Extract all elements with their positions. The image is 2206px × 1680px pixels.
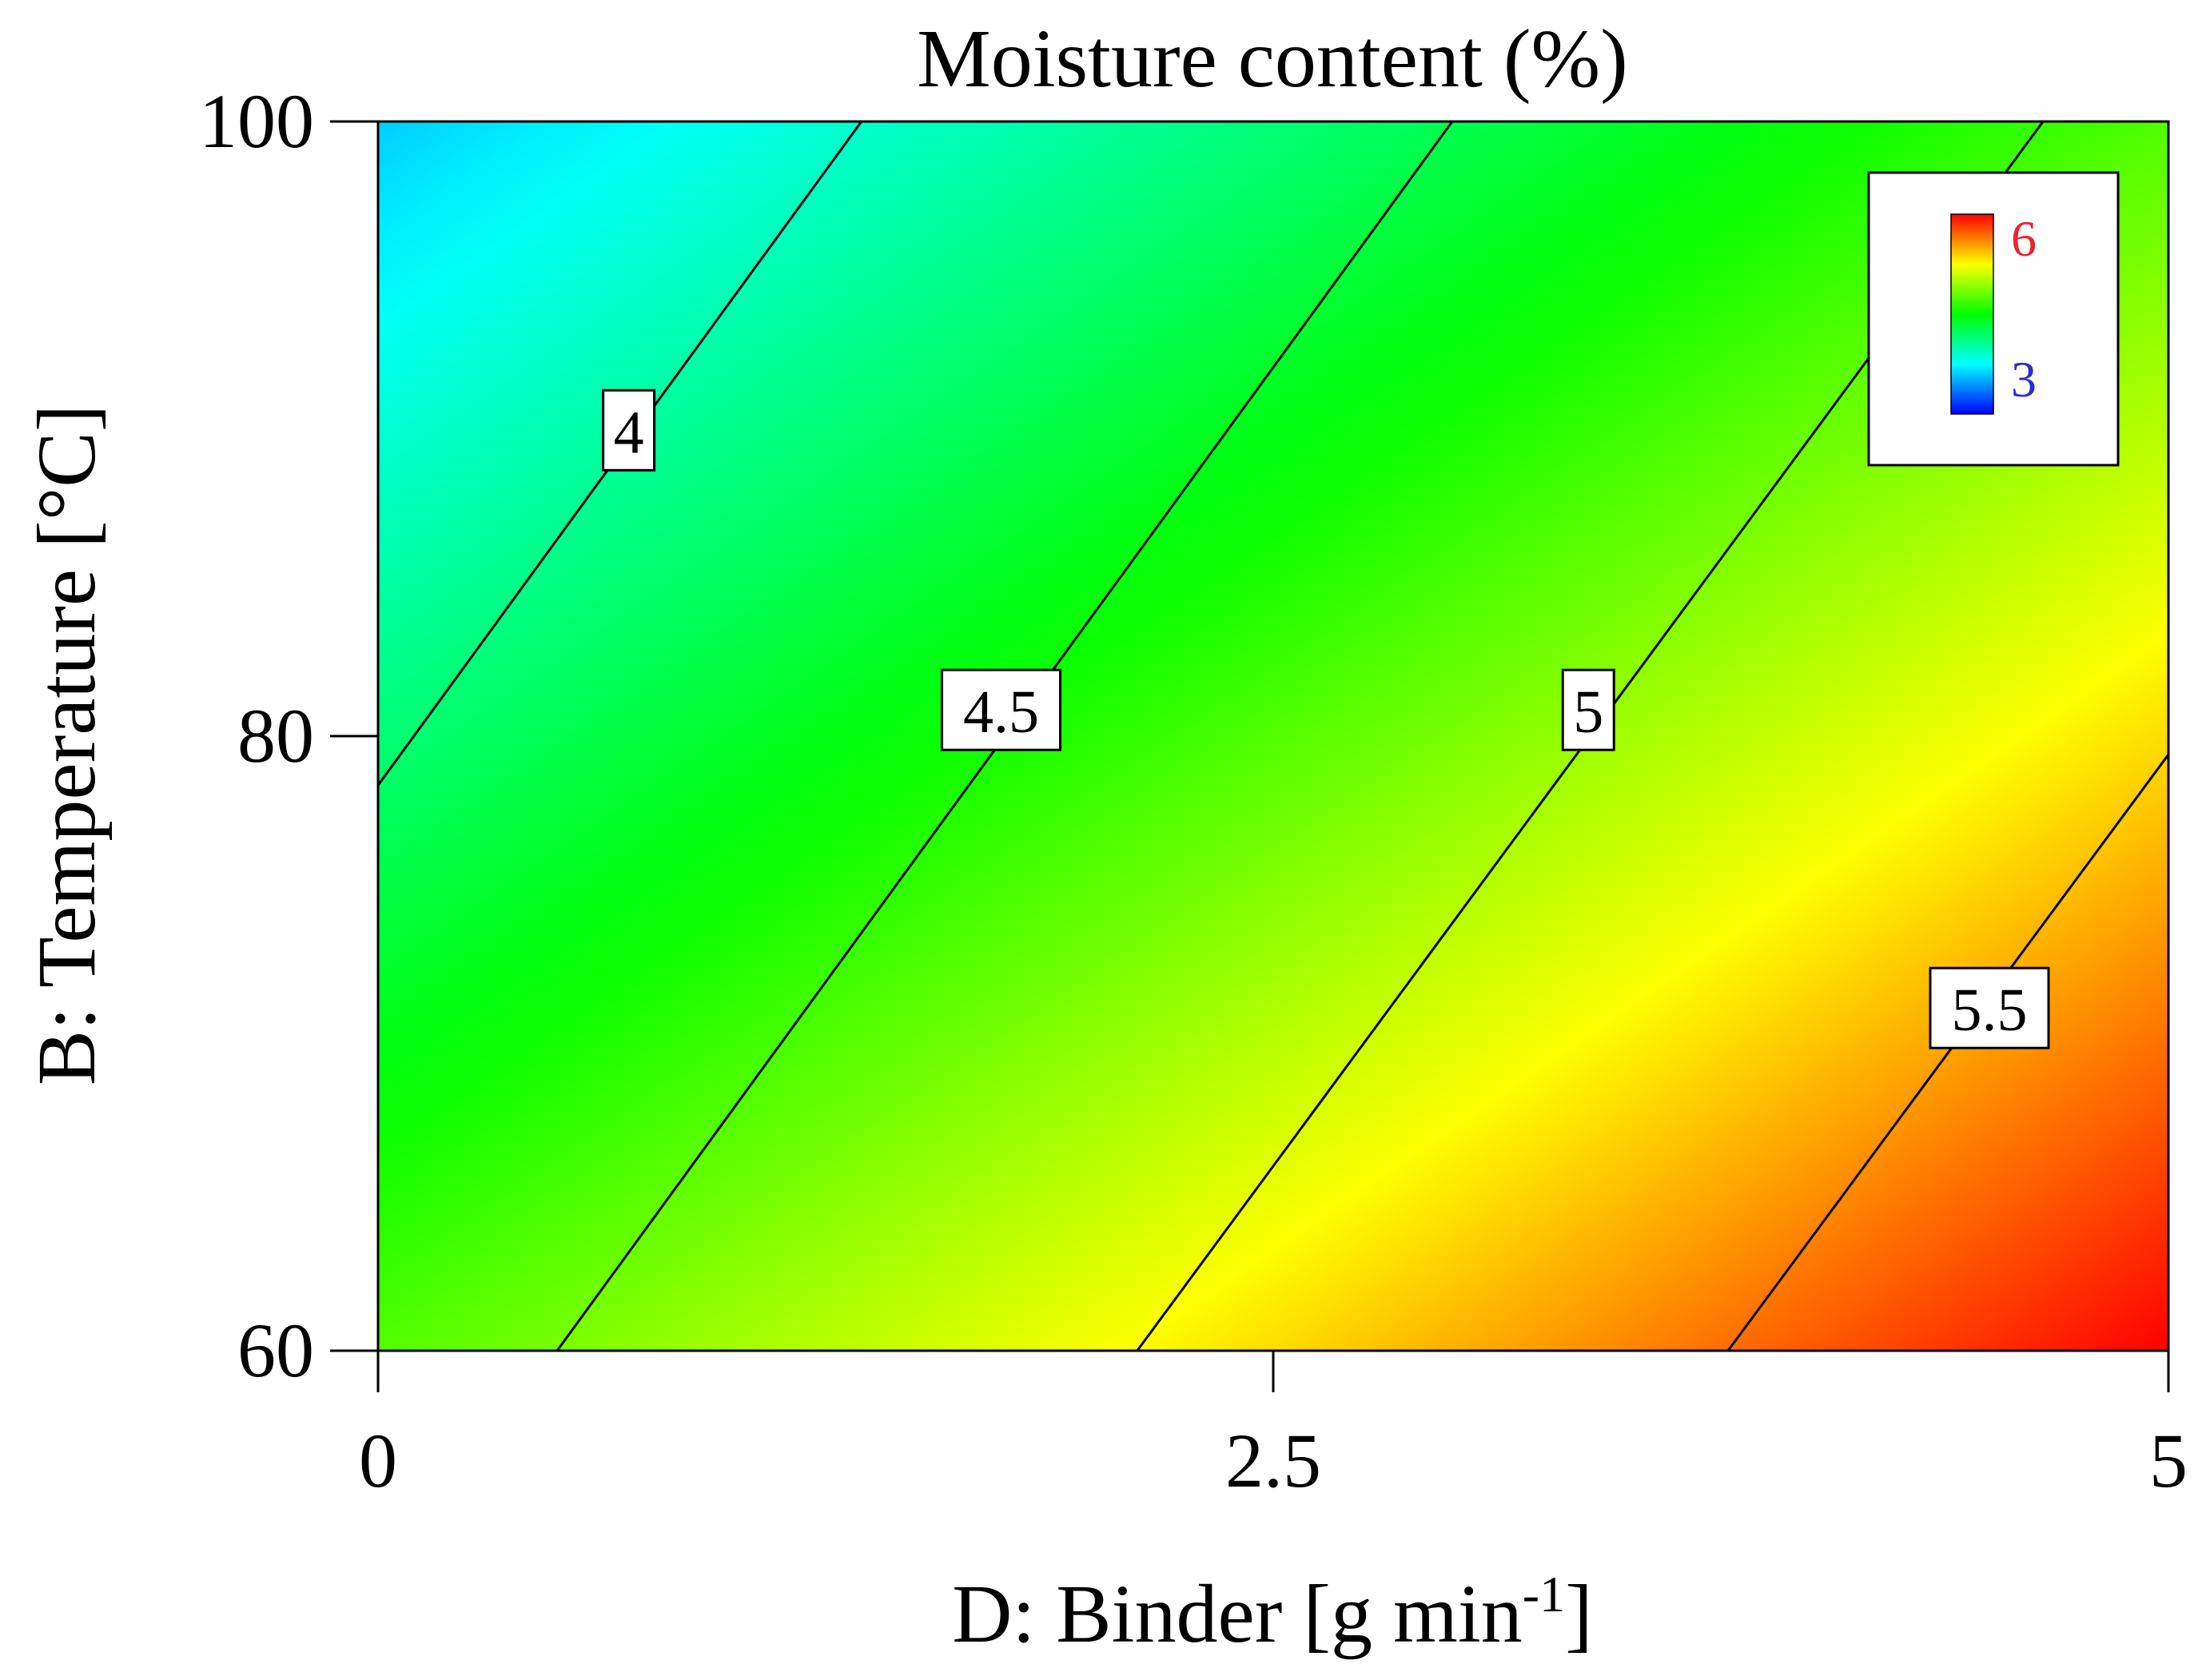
contour-label-box-4 [1929,966,2050,1049]
contour-label-box-3 [1561,668,1615,751]
contour-line-4 [1726,754,2170,1352]
contour-layer: 4 4.5 5 5.5 [376,121,2170,1352]
y-tick-label: 60 [237,1308,314,1393]
axes: 0 2.5 5 60 80 100 [199,78,2188,1503]
x-axis-title-superscript: -1 [1523,1566,1565,1622]
y-tick-label: 80 [237,693,314,778]
contour-label-box-1 [602,388,656,472]
x-tick-label: 5 [2149,1418,2188,1503]
x-axis-title-main: D: Binder [g min [952,1568,1522,1660]
legend-color-bar [1950,213,1994,415]
legend-min-label: 3 [2011,351,2037,408]
x-axis-title: D: Binder [g min-1] [952,1566,1592,1660]
x-tick-label: 2.5 [1225,1418,1321,1503]
contour-label-4: 5.5 [1952,977,2028,1044]
contour-label-box-2 [941,668,1062,751]
y-tick-label: 100 [199,78,314,164]
x-tick-label: 0 [359,1418,397,1503]
legend-max-label: 6 [2011,210,2037,267]
contour-label-2: 4.5 [963,679,1039,746]
y-axis-title: B: Temperature [°C] [21,404,113,1086]
color-legend: 6 3 [1867,171,2120,467]
chart-title: Moisture content (%) [917,13,1628,105]
x-axis-title-end: ] [1565,1568,1593,1660]
contour-label-3: 5 [1573,679,1603,746]
contour-label-1: 4 [614,399,644,466]
